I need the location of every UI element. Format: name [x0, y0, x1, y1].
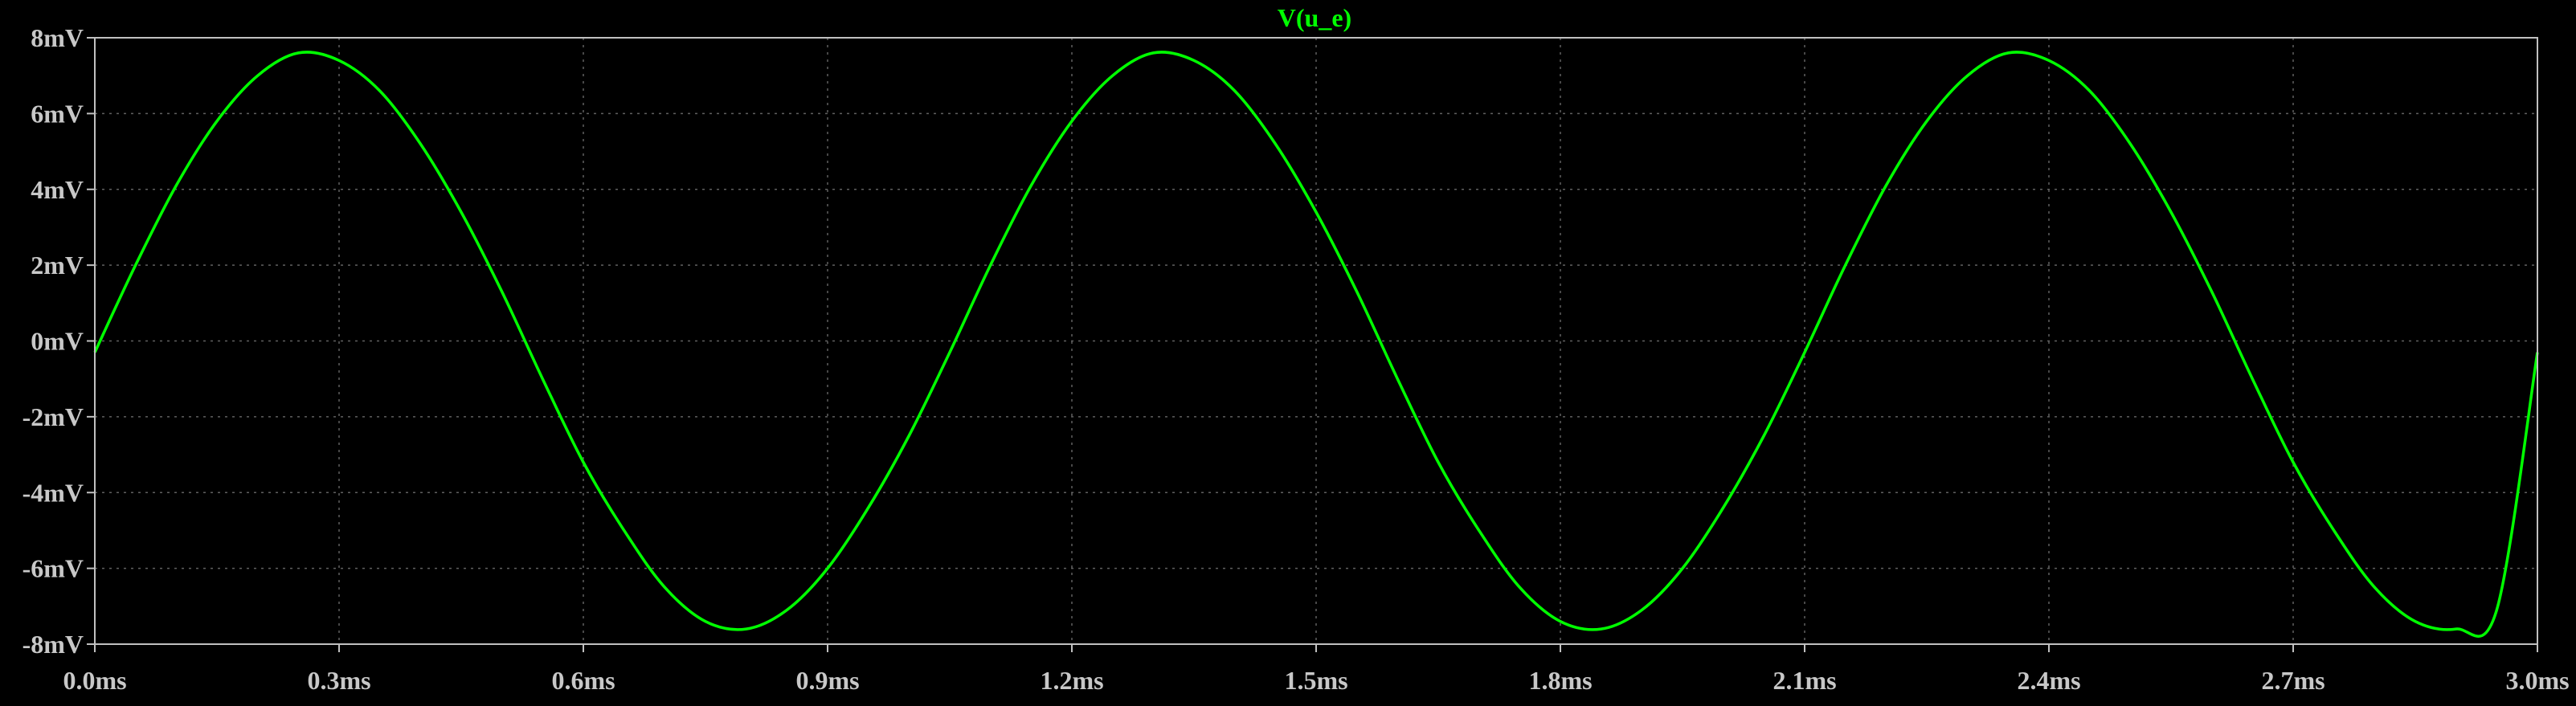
x-tick-label: 0.3ms — [307, 666, 370, 695]
series-line-v-u-e — [93, 51, 2539, 638]
tick-marks — [87, 37, 2538, 652]
x-tick-label: 3.0ms — [2505, 666, 2569, 695]
x-tick-label: 2.4ms — [2017, 666, 2080, 695]
y-tick-label: -8mV — [22, 630, 84, 659]
x-tick-label: 0.0ms — [63, 666, 126, 695]
x-tick-label: 0.9ms — [795, 666, 859, 695]
x-tick-label: 1.2ms — [1040, 666, 1103, 695]
y-tick-label: 0mV — [31, 327, 84, 356]
y-tick-label: -4mV — [22, 478, 84, 507]
grid-lines — [95, 38, 2537, 644]
y-tick-labels: 8mV 6mV 4mV 2mV 0mV -2mV -4mV -6mV -8mV — [22, 23, 84, 659]
y-tick-label: 4mV — [31, 175, 84, 204]
y-tick-label: 8mV — [31, 23, 84, 52]
x-tick-label: 0.6ms — [551, 666, 615, 695]
series-layer — [93, 51, 2539, 638]
x-tick-label: 2.1ms — [1773, 666, 1836, 695]
y-tick-label: 2mV — [31, 251, 84, 280]
y-tick-label: -6mV — [22, 554, 84, 583]
chart-title: V(u_e) — [1278, 3, 1351, 32]
y-tick-label: -2mV — [22, 402, 84, 431]
x-tick-label: 1.8ms — [1528, 666, 1592, 695]
x-tick-label: 1.5ms — [1284, 666, 1347, 695]
x-tick-labels: 0.0ms 0.3ms 0.6ms 0.9ms 1.2ms 1.5ms 1.8ms 2.1ms… — [63, 666, 2569, 695]
x-tick-label: 2.7ms — [2261, 666, 2325, 695]
y-tick-label: 6mV — [31, 99, 84, 128]
